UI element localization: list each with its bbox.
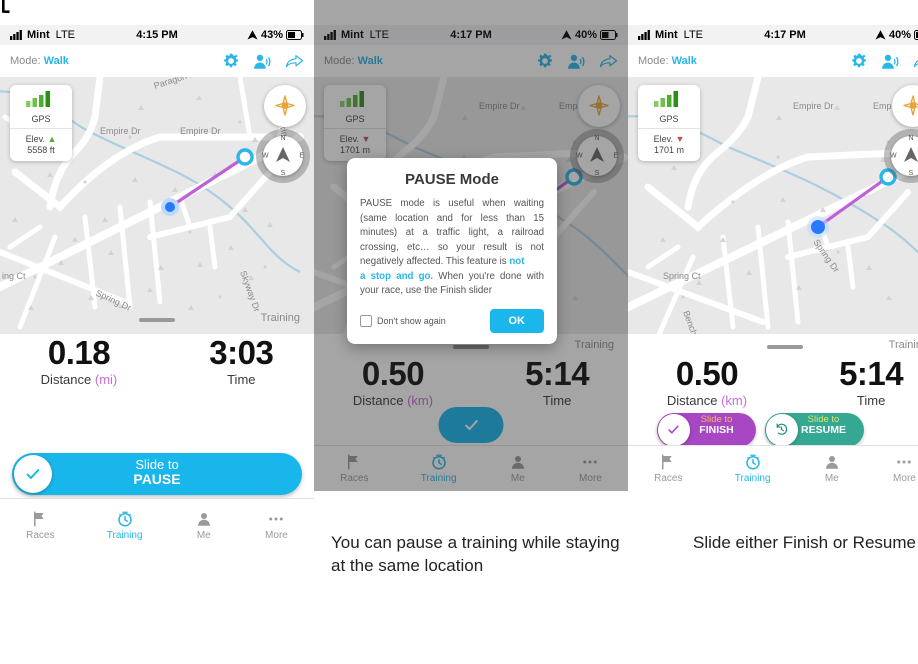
svg-text:Empire Dr: Empire Dr: [793, 101, 834, 111]
svg-text:Empire Dr: Empire Dr: [100, 126, 141, 136]
svg-text:Spring Ct: Spring Ct: [663, 271, 701, 281]
svg-text:Empire Dr: Empire Dr: [180, 126, 221, 136]
svg-text:ing Ct: ing Ct: [2, 271, 26, 281]
